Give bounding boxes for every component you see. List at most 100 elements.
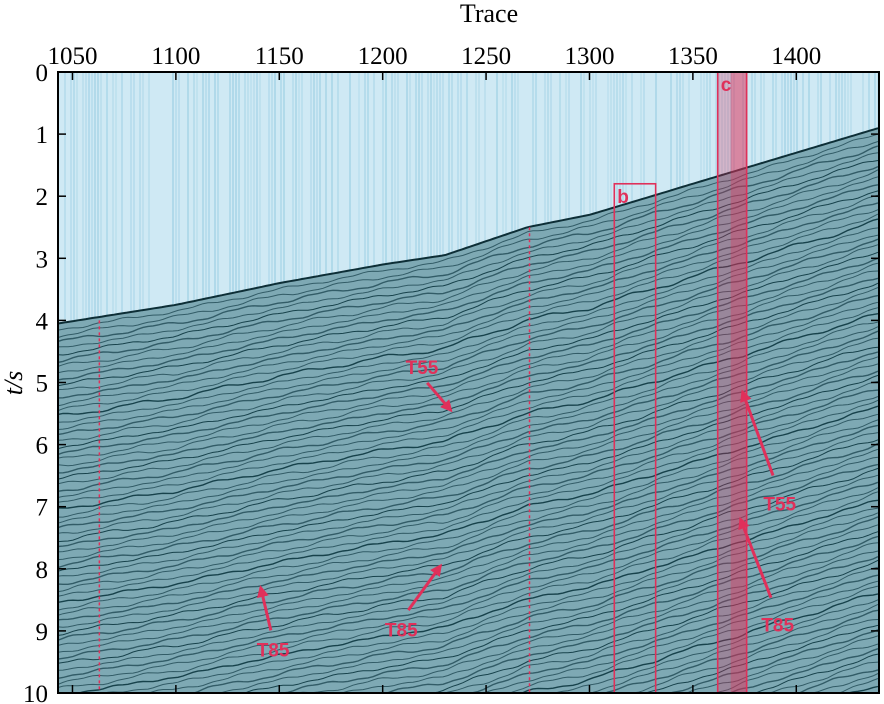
reflector-line <box>58 399 879 597</box>
seismic-reflectors <box>58 133 879 693</box>
reflector-line <box>645 624 879 693</box>
reflector-line <box>340 550 879 693</box>
reflector-line <box>58 190 879 387</box>
annotation-label-2: T85 <box>257 641 290 662</box>
annotation-arrow-3 <box>407 563 442 612</box>
y-tick-label: 8 <box>36 557 49 584</box>
reflector-line <box>713 643 879 693</box>
reflector-line <box>809 673 879 693</box>
x-tick-label: 1100 <box>151 43 200 70</box>
reflector-line <box>58 257 879 456</box>
reflector-line <box>58 141 879 338</box>
reflector-line <box>58 419 879 616</box>
reflector-line <box>58 301 879 498</box>
y-tick-label: 4 <box>36 308 49 335</box>
reflector-line <box>75 499 879 693</box>
x-tick-label: 1300 <box>564 43 614 70</box>
reflector-line <box>728 648 879 693</box>
reflector-line <box>58 133 879 331</box>
x-axis-ticks: 1050 1100 1150 1200 1250 1300 1350 1400 <box>47 43 821 693</box>
reflector-line <box>58 456 879 653</box>
reflector-line <box>58 326 879 524</box>
reflector-line <box>102 507 879 693</box>
reflector-line <box>58 234 879 430</box>
reflector-line <box>191 516 879 693</box>
reflector-line <box>468 574 879 693</box>
marker-label-b: b <box>617 187 629 208</box>
reflector-line <box>58 165 879 364</box>
reflector-line <box>58 442 879 641</box>
horizon-annotations: T55 T55 T85 T85 T85 <box>257 358 797 662</box>
reflector-line <box>603 609 879 693</box>
y-tick-label: 2 <box>36 184 49 211</box>
x-tick-label: 1400 <box>771 43 821 70</box>
reflector-line <box>58 396 879 593</box>
reflector-line <box>577 603 879 693</box>
x-tick-label: 1250 <box>461 43 511 70</box>
y-tick-label: 0 <box>36 60 49 87</box>
reflector-line <box>58 262 879 459</box>
y-tick-label: 1 <box>36 122 49 149</box>
reflector-line <box>626 619 879 693</box>
x-tick-label: 1150 <box>255 43 304 70</box>
reflector-line <box>58 282 879 480</box>
reflector-line <box>58 363 879 561</box>
reflector-line <box>58 413 879 611</box>
reflector-line <box>767 661 879 693</box>
reflector-line <box>58 251 879 450</box>
reflector-line <box>295 542 879 693</box>
reflector-line <box>58 213 879 412</box>
reflector-line <box>58 194 879 391</box>
reflector-line <box>58 405 879 603</box>
annotation-arrow-1 <box>740 389 775 476</box>
reflector-line <box>215 524 879 693</box>
reflector-line <box>483 580 879 693</box>
marker-box-c <box>716 72 748 693</box>
annotation-arrow-4 <box>738 516 773 599</box>
reflector-line <box>58 374 879 572</box>
reflector-line <box>58 244 879 441</box>
reflector-line <box>667 629 879 693</box>
reflector-line <box>58 370 879 569</box>
reflector-line <box>58 218 879 416</box>
reflector-line <box>58 448 879 646</box>
reflector-line <box>553 599 879 693</box>
x-tick-label: 1200 <box>358 43 408 70</box>
annotation-arrow-2 <box>257 585 273 631</box>
y-tick-label: 7 <box>36 495 49 522</box>
reflector-line <box>58 176 879 374</box>
reflector-line <box>58 381 879 577</box>
reflector-line <box>687 635 879 693</box>
reflector-line <box>58 209 879 407</box>
reflector-line <box>58 491 879 688</box>
reflector-line <box>797 669 879 693</box>
reflector-line <box>58 439 879 636</box>
reflector-line <box>58 160 879 356</box>
reflector-line <box>58 389 879 585</box>
y-axis-title: t/s <box>0 371 28 396</box>
marker-box-b <box>613 182 657 693</box>
reflector-line <box>508 585 879 693</box>
x-tick-label: 1050 <box>47 43 97 70</box>
reflector-line <box>58 277 879 474</box>
reflector-line <box>147 512 879 693</box>
reflector-line <box>754 653 879 693</box>
annotation-label-1: T55 <box>763 495 796 516</box>
reflector-line <box>277 535 879 693</box>
reflector-line <box>58 330 879 529</box>
reflector-line <box>58 202 879 399</box>
reflector-line <box>243 531 879 693</box>
reflector-line <box>58 337 879 534</box>
annotation-arrow-0 <box>426 381 453 413</box>
trace-markers: bc <box>98 72 748 693</box>
reflector-line <box>58 432 879 628</box>
y-tick-label: 3 <box>36 246 49 273</box>
y-tick-label: 10 <box>23 681 48 704</box>
reflector-line <box>58 287 879 485</box>
reflector-line <box>58 145 879 343</box>
marker-label-c: c <box>721 75 732 96</box>
reflector-line <box>58 270 879 467</box>
reflector-line <box>58 313 879 509</box>
